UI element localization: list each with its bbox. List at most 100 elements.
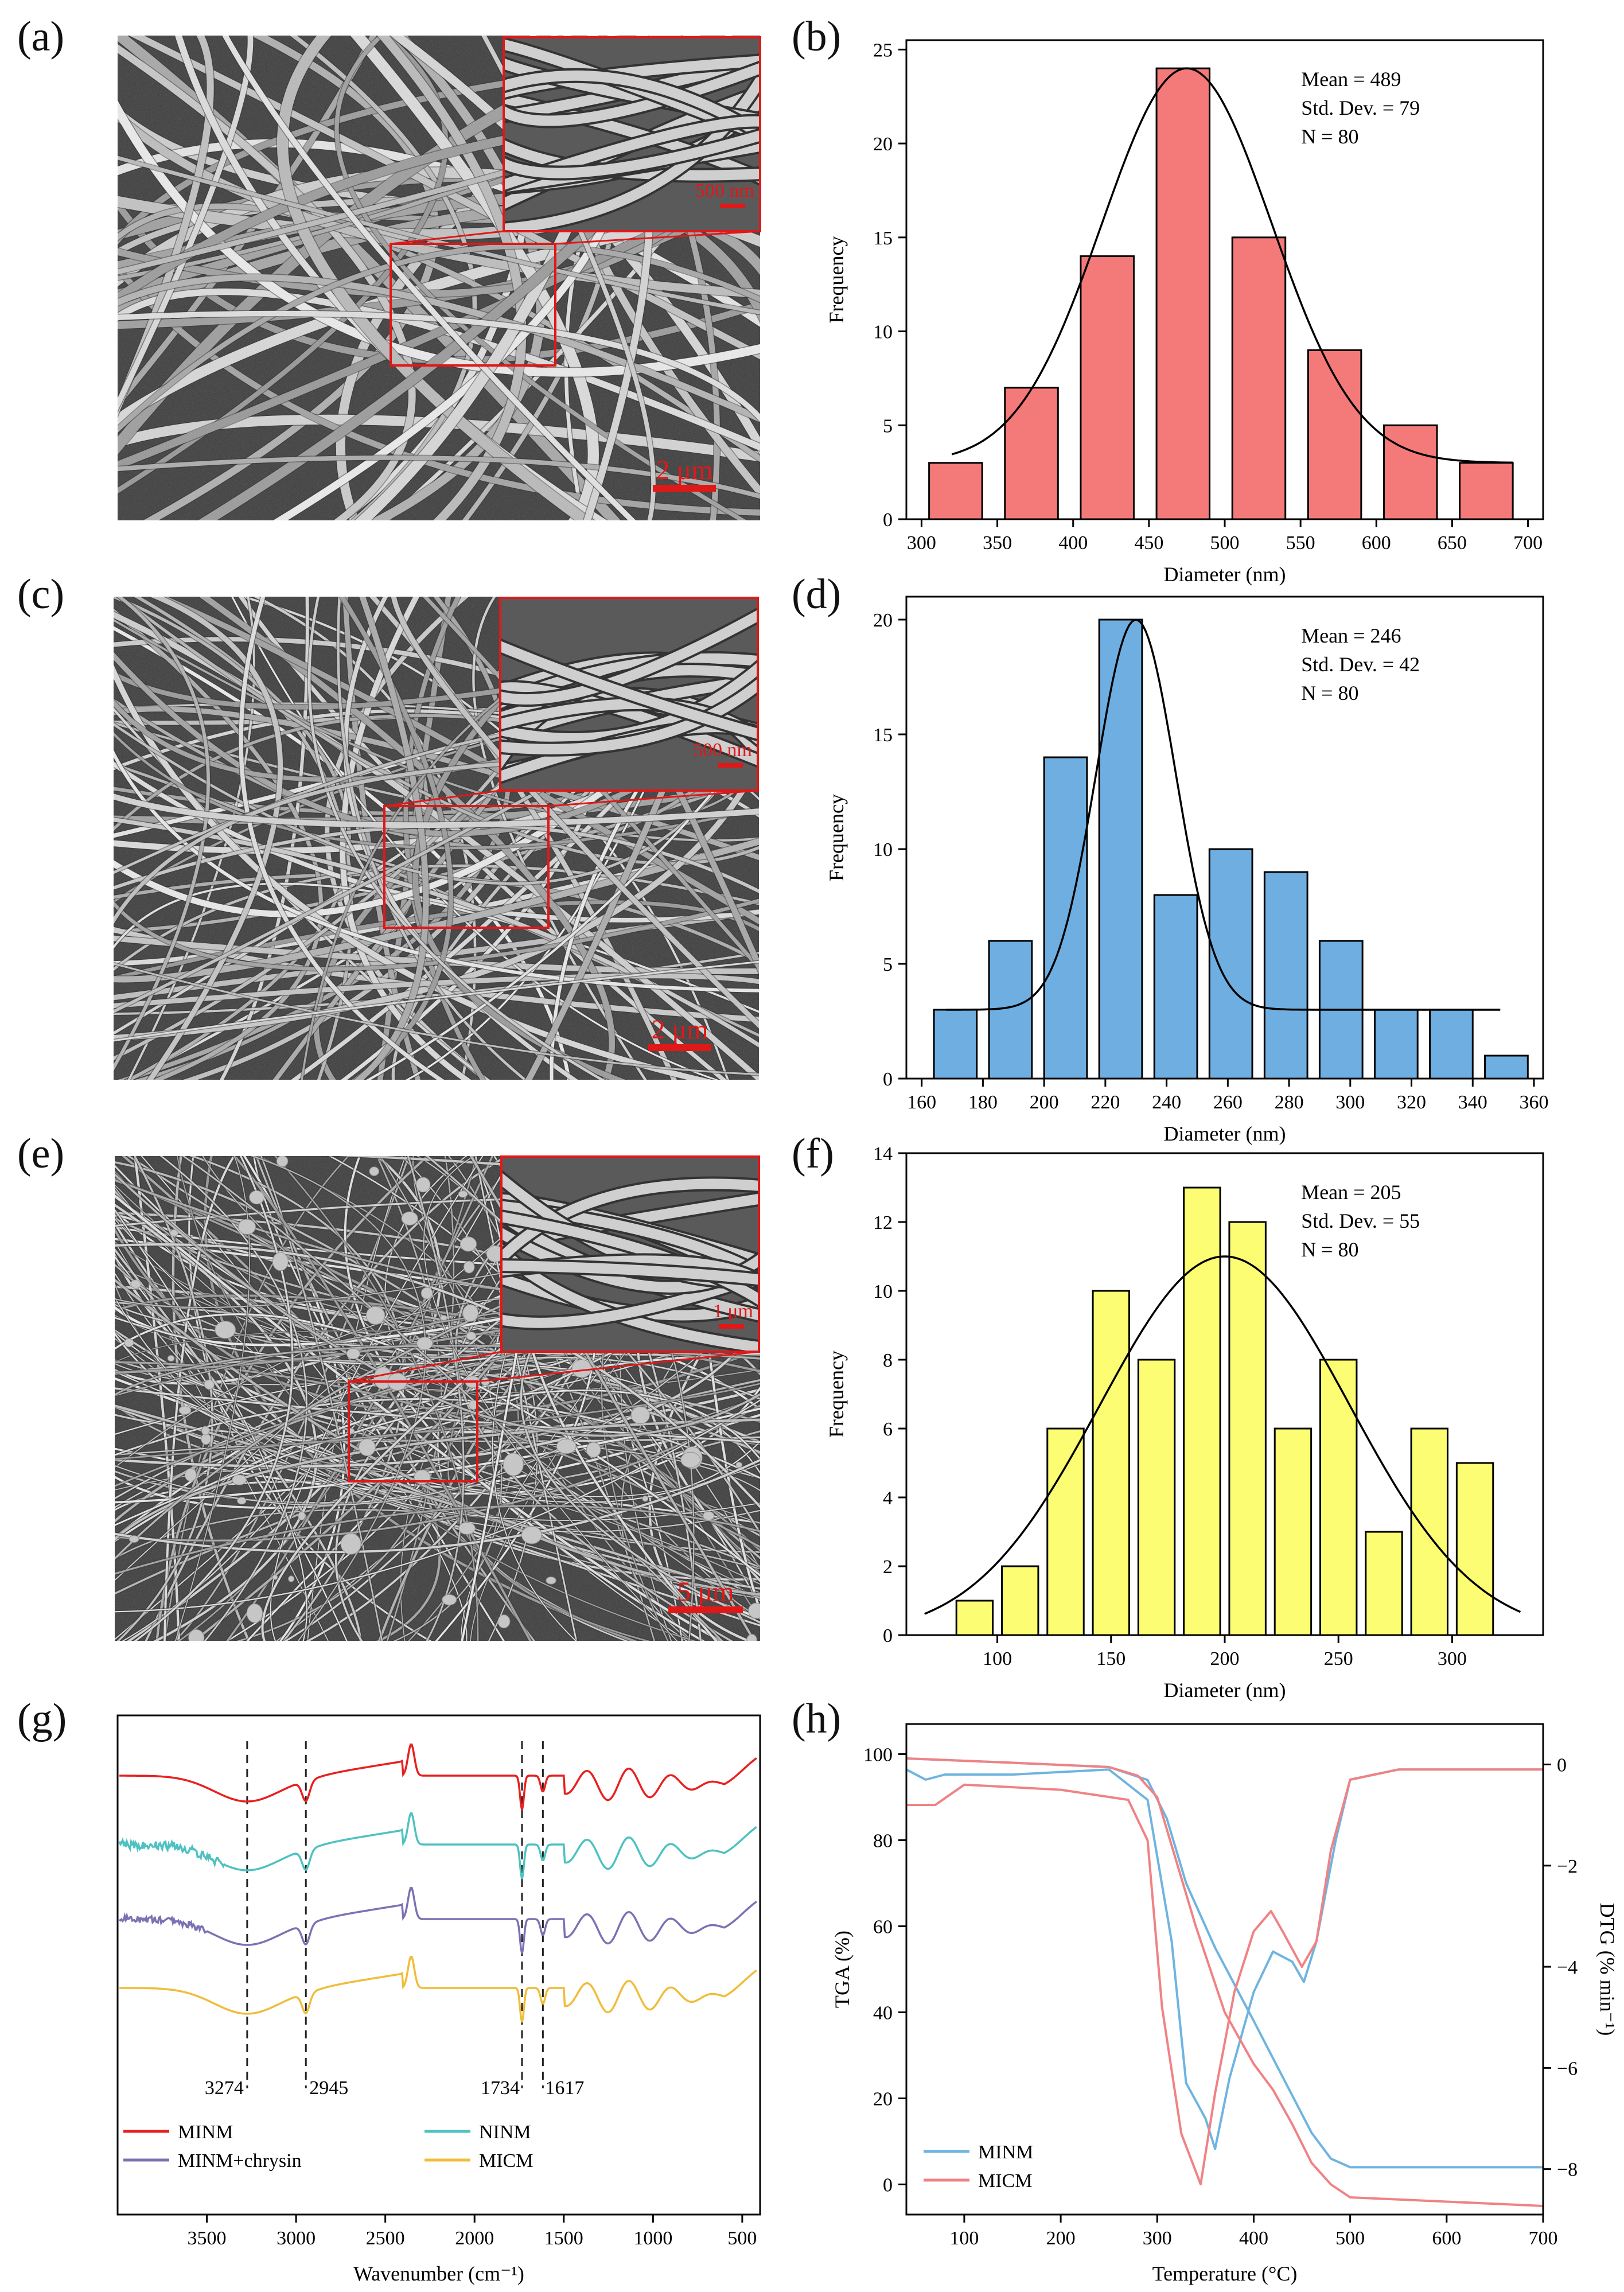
x-axis-label: Wavenumber (cm⁻¹) — [353, 2262, 524, 2285]
x-tick-label: 250 — [1324, 1648, 1353, 1670]
y-tick-label: 0 — [883, 1069, 893, 1090]
histogram-bar — [1228, 1221, 1267, 1636]
zoom-line — [548, 789, 758, 807]
y2-tick-label: −2 — [1557, 1856, 1578, 1877]
sem-panel-c: (c) 500 nm 2 μm — [17, 571, 759, 1080]
x-tick-label: 700 — [1529, 2228, 1558, 2249]
x-tick-label: 600 — [1432, 2228, 1461, 2249]
stats-text: N = 80 — [1301, 1238, 1358, 1261]
ftir-spectra-g: (g) 3274 2945 1734 1617 MINM NINM MINM+chrysin M… — [17, 1695, 761, 2285]
y-tick-label: 10 — [873, 322, 893, 343]
x-tick-label: 100 — [983, 1648, 1012, 1670]
x-tick-label: 650 — [1438, 532, 1467, 554]
y-tick-label: 25 — [873, 40, 893, 61]
histogram-bar — [1137, 1359, 1176, 1636]
y-tick-label: 10 — [873, 1281, 893, 1302]
x-tick-label: 1000 — [633, 2228, 672, 2249]
histogram-bar — [1080, 255, 1135, 520]
plot-frame — [905, 1723, 1544, 2216]
x-tick-label: 550 — [1286, 532, 1315, 554]
x-tick-label: 150 — [1096, 1648, 1125, 1670]
zoom-line — [555, 230, 761, 245]
x-tick-label: 200 — [1030, 1092, 1059, 1113]
x-tick-label: 200 — [1046, 2228, 1076, 2249]
histogram-bar — [1001, 1565, 1039, 1636]
x-tick-label: 300 — [1335, 1092, 1365, 1113]
legend-label: MINM+chrysin — [178, 2150, 302, 2172]
stats-text: Std. Dev. = 55 — [1301, 1209, 1420, 1232]
zoom-box — [390, 243, 556, 367]
y-tick-label: 0 — [883, 509, 893, 531]
histogram-bar — [1319, 1359, 1358, 1636]
y-tick-label: 20 — [873, 134, 893, 155]
y-tick-label: 15 — [873, 228, 893, 249]
stats-text: Std. Dev. = 79 — [1301, 96, 1420, 119]
y2-tick-label: −4 — [1557, 1957, 1578, 1978]
dtg-curve — [906, 1768, 1543, 2186]
histogram-bar — [1004, 387, 1059, 520]
panel-label: (g) — [17, 1695, 67, 1742]
x-tick-label: 700 — [1513, 532, 1543, 554]
y-tick-label: 100 — [863, 1745, 893, 1766]
panel-label: (e) — [17, 1130, 64, 1177]
tga-dtg-h: (h) 100 200 300 400 500 600 700 0 20 40 60 80 100 0 −2 −… — [792, 1695, 1619, 2285]
histogram-bar — [1274, 1427, 1313, 1636]
plot-frame — [905, 39, 1544, 520]
legend-label: NINM — [479, 2122, 531, 2143]
panel-label: (d) — [792, 571, 841, 618]
x-axis-label: Temperature (°C) — [1152, 2262, 1298, 2285]
x-tick-label: 160 — [907, 1092, 936, 1113]
zoom-line — [477, 1351, 760, 1383]
inset-scale-bar — [720, 204, 745, 208]
panel-label: (h) — [792, 1695, 841, 1742]
inset-scale-label: 500 nm — [693, 740, 752, 761]
x-tick-label: 360 — [1519, 1092, 1548, 1113]
x-tick-label: 180 — [968, 1092, 998, 1113]
y-axis-label: Frequency — [825, 1351, 848, 1438]
y-tick-label: 5 — [883, 954, 893, 975]
histogram-bar — [928, 462, 983, 520]
peak-marker-label: 1734 — [481, 2077, 520, 2099]
y-tick-label: 20 — [873, 610, 893, 631]
histogram-bar — [1092, 1290, 1130, 1636]
gaussian-fit-curve — [951, 67, 1513, 464]
histogram-f: (f) 100 150 200 250 300 0 2 4 6 8 10 12 14 Diameter (n… — [792, 1130, 1544, 1702]
scale-bar-label: 2 μm — [651, 1014, 708, 1045]
gaussian-fit-curve — [924, 1255, 1521, 1615]
spectrum-line — [119, 1887, 757, 1954]
inset-fiber — [500, 640, 758, 740]
y-tick-label: 60 — [873, 1917, 893, 1938]
inset-frame — [499, 597, 759, 792]
histogram-bar — [1455, 1462, 1494, 1636]
inset-frame — [503, 36, 761, 232]
x-tick-label: 320 — [1397, 1092, 1426, 1113]
y-tick-label: 15 — [873, 725, 893, 746]
plot-frame — [116, 1714, 761, 2216]
x-tick-label: 300 — [907, 532, 936, 554]
x-tick-label: 600 — [1362, 532, 1391, 554]
x-tick-label: 500 — [1210, 532, 1240, 554]
x-tick-label: 260 — [1213, 1092, 1243, 1113]
histogram-bar — [1484, 1054, 1529, 1080]
x-tick-label: 300 — [1438, 1648, 1467, 1670]
panel-label: (f) — [792, 1130, 834, 1177]
scale-bar — [668, 1606, 743, 1613]
inset-fiber — [504, 63, 760, 126]
spectrum-line — [119, 1956, 757, 2023]
histogram-bar — [1098, 618, 1143, 1080]
x-tick-label: 220 — [1091, 1092, 1120, 1113]
inset-frame — [500, 1155, 760, 1353]
y-axis-label: Frequency — [825, 794, 848, 881]
inset-scale-bar — [719, 1324, 744, 1329]
histogram-bar — [1307, 349, 1362, 520]
y2-tick-label: 0 — [1557, 1755, 1567, 1776]
inset-fiber — [501, 1178, 759, 1266]
x-tick-label: 200 — [1210, 1648, 1240, 1670]
stats-text: N = 80 — [1301, 125, 1358, 148]
y-tick-label: 6 — [883, 1419, 893, 1440]
zoom-box — [383, 805, 550, 929]
x-tick-label: 500 — [1335, 2228, 1365, 2249]
stats-text: Mean = 205 — [1301, 1181, 1401, 1204]
spectrum-line — [118, 1812, 757, 1879]
sem-panel-a: (a) 500 nm 2 μm — [17, 13, 761, 520]
